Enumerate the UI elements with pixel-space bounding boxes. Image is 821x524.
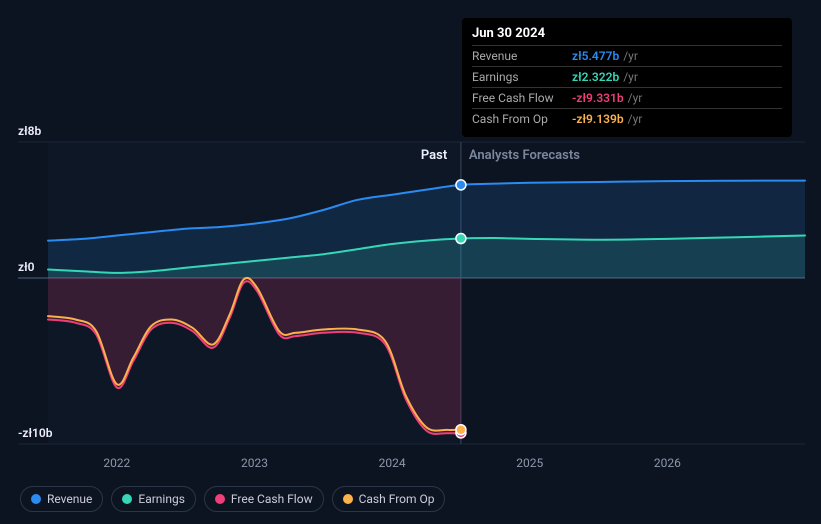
legend-label: Earnings	[138, 492, 185, 506]
legend-item-revenue[interactable]: Revenue	[20, 486, 103, 512]
tooltip-row-value: zł5.477b	[572, 49, 619, 63]
tooltip-row-unit: /yr	[623, 70, 638, 84]
section-label-forecast: Analysts Forecasts	[469, 148, 580, 163]
tooltip-row-value: -zł9.139b	[572, 112, 624, 126]
chart-tooltip: Jun 30 2024Revenuezł5.477b/yrEarningszł2…	[462, 18, 792, 137]
tooltip-row-label: Earnings	[472, 70, 572, 84]
tooltip-row-label: Free Cash Flow	[472, 91, 572, 105]
legend-label: Free Cash Flow	[231, 492, 313, 506]
legend-dot	[122, 494, 132, 504]
y-axis-label: zł0	[18, 260, 58, 274]
legend-label: Revenue	[47, 492, 92, 506]
financial-chart: zł8b zł0 -zł10b 2022 2023 2024 2025 2026 Past Ana…	[0, 0, 821, 524]
y-axis-label: -zł10b	[18, 426, 58, 440]
x-axis-label: 2024	[379, 456, 406, 470]
section-label-past: Past	[421, 148, 447, 163]
tooltip-date: Jun 30 2024	[472, 26, 782, 45]
tooltip-row-label: Revenue	[472, 49, 572, 63]
legend-item-fcf[interactable]: Free Cash Flow	[204, 486, 324, 512]
legend-item-earnings[interactable]: Earnings	[111, 486, 196, 512]
legend-dot	[343, 494, 353, 504]
tooltip-row: Revenuezł5.477b/yr	[472, 45, 782, 66]
tooltip-row: Cash From Op-zł9.139b/yr	[472, 108, 782, 129]
x-axis-label: 2022	[103, 456, 130, 470]
tooltip-row-unit: /yr	[623, 49, 638, 63]
legend-item-cfo[interactable]: Cash From Op	[332, 486, 446, 512]
legend-label: Cash From Op	[359, 492, 435, 506]
x-axis-label: 2023	[241, 456, 268, 470]
x-axis-label: 2026	[654, 456, 681, 470]
tooltip-row-value: -zł9.331b	[572, 91, 624, 105]
legend: Revenue Earnings Free Cash Flow Cash From O…	[20, 486, 445, 512]
y-axis-label: zł8b	[18, 124, 58, 138]
tooltip-row-value: zł2.322b	[572, 70, 619, 84]
legend-dot	[31, 494, 41, 504]
tooltip-row: Earningszł2.322b/yr	[472, 66, 782, 87]
tooltip-row: Free Cash Flow-zł9.331b/yr	[472, 87, 782, 108]
x-axis-label: 2025	[516, 456, 543, 470]
tooltip-row-label: Cash From Op	[472, 112, 572, 126]
legend-dot	[215, 494, 225, 504]
tooltip-row-unit: /yr	[628, 112, 643, 126]
tooltip-row-unit: /yr	[628, 91, 643, 105]
